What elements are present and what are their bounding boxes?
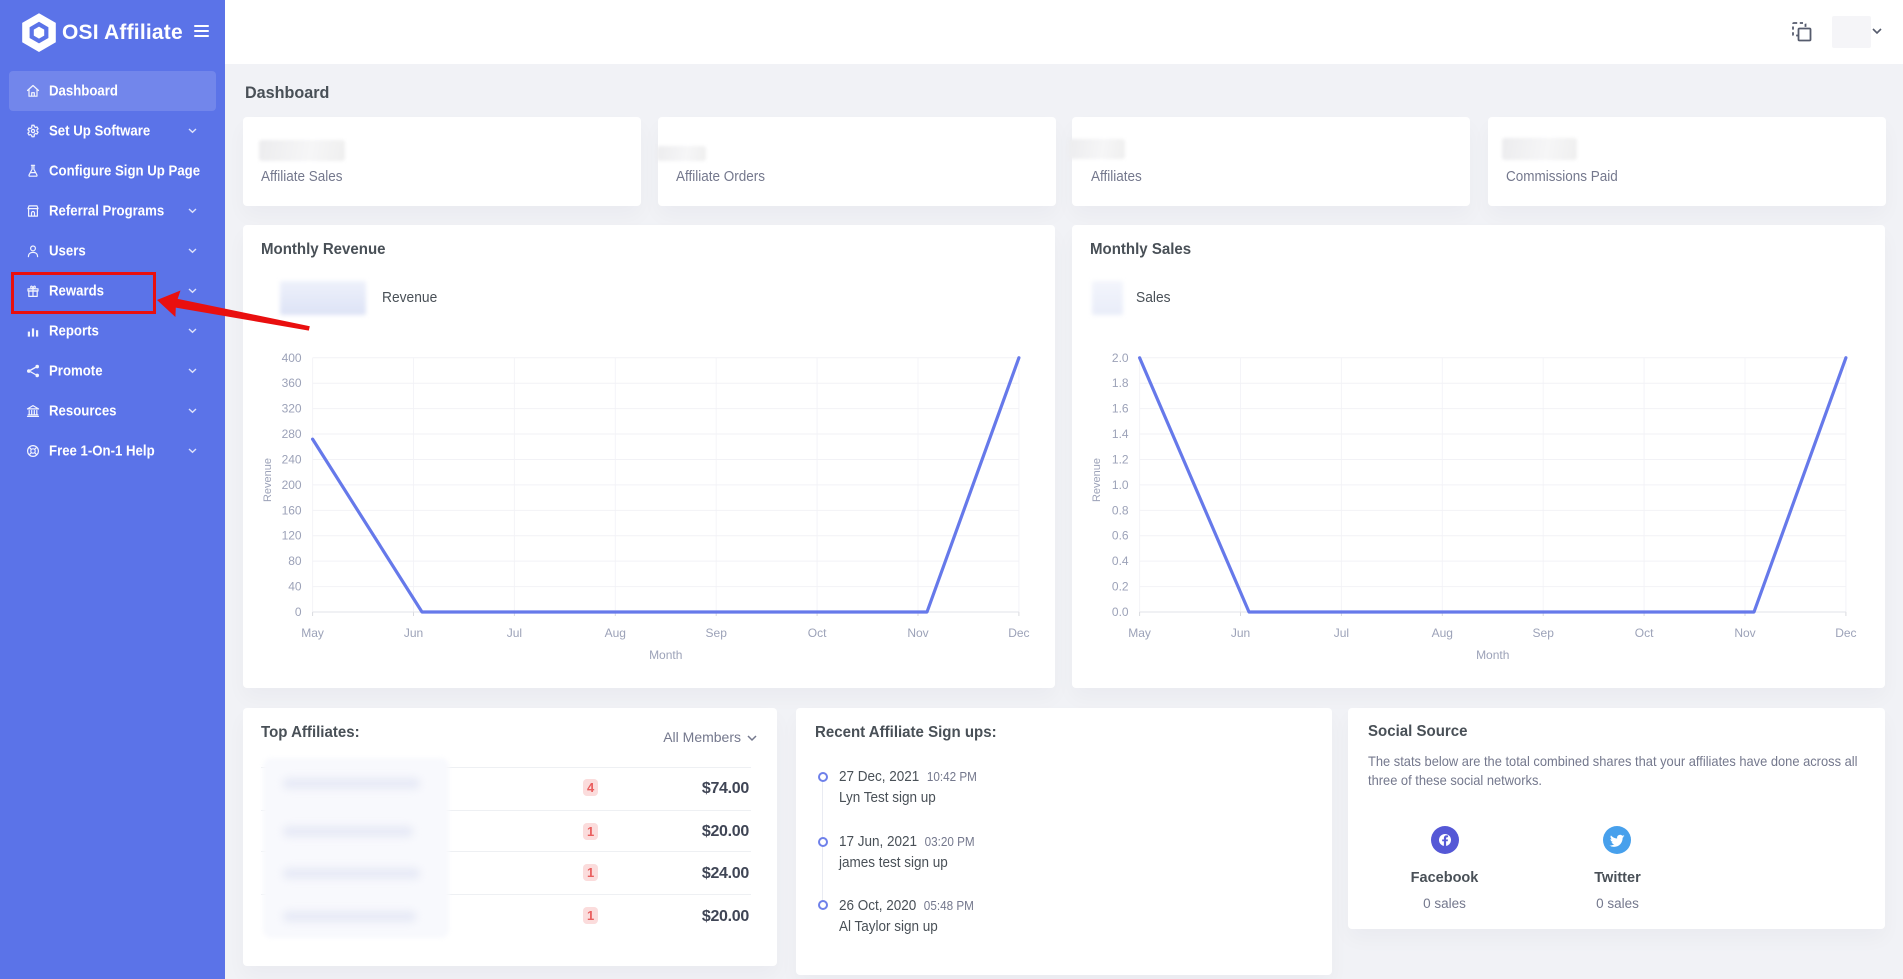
svg-text:160: 160 bbox=[282, 503, 302, 517]
svg-text:0.2: 0.2 bbox=[1112, 580, 1129, 594]
svg-text:280: 280 bbox=[282, 427, 302, 441]
svg-text:Month: Month bbox=[649, 648, 682, 662]
svg-text:Dec: Dec bbox=[1835, 626, 1856, 640]
svg-text:0.6: 0.6 bbox=[1112, 529, 1129, 543]
svg-text:Oct: Oct bbox=[808, 626, 827, 640]
svg-text:May: May bbox=[301, 626, 324, 640]
svg-text:360: 360 bbox=[282, 376, 302, 390]
svg-text:400: 400 bbox=[282, 351, 302, 365]
svg-text:Oct: Oct bbox=[1635, 626, 1654, 640]
svg-text:Revenue: Revenue bbox=[1091, 458, 1103, 502]
svg-text:0.4: 0.4 bbox=[1112, 554, 1129, 568]
svg-text:0: 0 bbox=[295, 605, 302, 619]
svg-text:40: 40 bbox=[288, 580, 302, 594]
svg-text:Jul: Jul bbox=[507, 626, 522, 640]
svg-text:120: 120 bbox=[282, 529, 302, 543]
svg-text:1.4: 1.4 bbox=[1112, 427, 1129, 441]
svg-text:Aug: Aug bbox=[605, 626, 626, 640]
svg-text:200: 200 bbox=[282, 478, 302, 492]
svg-text:320: 320 bbox=[282, 402, 302, 416]
svg-text:Sep: Sep bbox=[1533, 626, 1555, 640]
svg-text:1.6: 1.6 bbox=[1112, 402, 1129, 416]
svg-text:0.0: 0.0 bbox=[1112, 605, 1129, 619]
svg-text:Aug: Aug bbox=[1432, 626, 1453, 640]
svg-text:Month: Month bbox=[1476, 648, 1509, 662]
svg-text:Sep: Sep bbox=[706, 626, 728, 640]
svg-text:Nov: Nov bbox=[1734, 626, 1755, 640]
svg-text:0.8: 0.8 bbox=[1112, 503, 1129, 517]
svg-text:1.8: 1.8 bbox=[1112, 376, 1129, 390]
svg-text:1.0: 1.0 bbox=[1112, 478, 1129, 492]
svg-text:1.2: 1.2 bbox=[1112, 452, 1129, 466]
svg-text:80: 80 bbox=[288, 554, 302, 568]
svg-text:240: 240 bbox=[282, 452, 302, 466]
svg-text:Revenue: Revenue bbox=[262, 458, 274, 502]
svg-text:Jun: Jun bbox=[404, 626, 423, 640]
svg-text:Nov: Nov bbox=[907, 626, 928, 640]
svg-text:Dec: Dec bbox=[1008, 626, 1029, 640]
svg-text:May: May bbox=[1128, 626, 1151, 640]
svg-text:Jul: Jul bbox=[1334, 626, 1349, 640]
svg-text:Jun: Jun bbox=[1231, 626, 1250, 640]
svg-text:2.0: 2.0 bbox=[1112, 351, 1129, 365]
